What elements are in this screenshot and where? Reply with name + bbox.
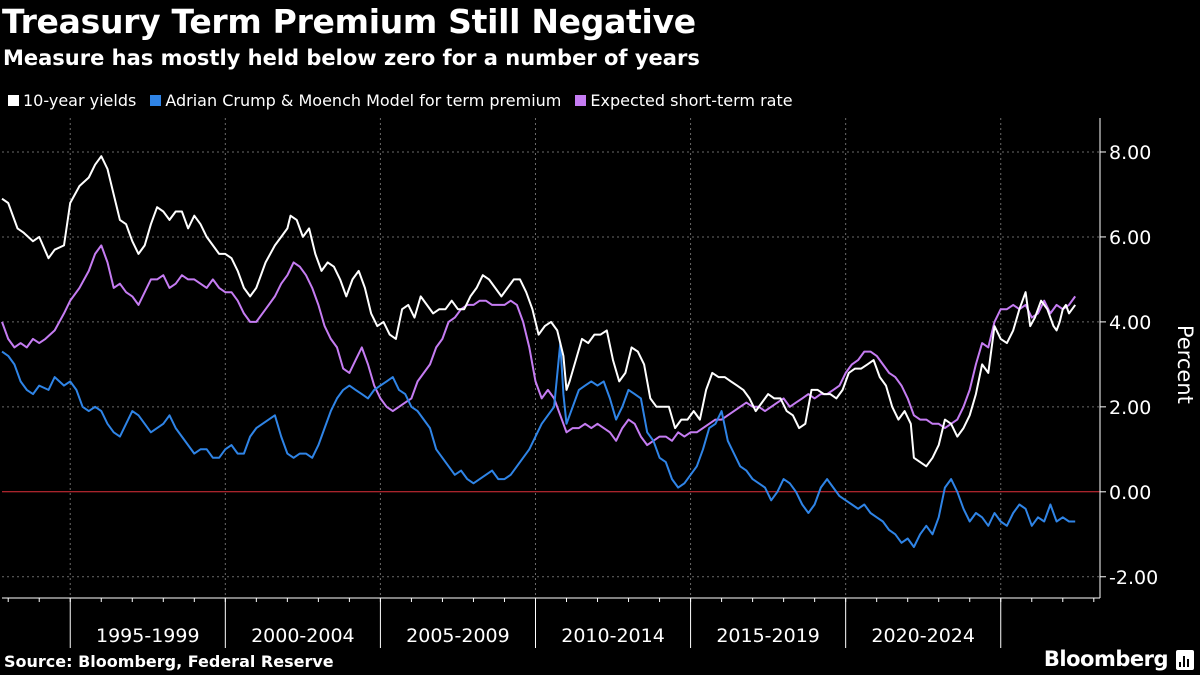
legend-swatch-10yr [8,95,19,106]
legend-item-term-premium: Adrian Crump & Moench Model for term pre… [150,91,561,110]
y-tick-label: 6.00 [1109,227,1151,249]
series-line-2 [1,244,1077,447]
legend-item-expected-rate: Expected short-term rate [575,91,793,110]
x-period-label: 1995-1999 [96,625,200,647]
chart-legend: 10-year yields Adrian Crump & Moench Mod… [8,91,807,110]
chart-title: Treasury Term Premium Still Negative [2,2,696,41]
legend-swatch-expected-rate [575,95,587,106]
chart-subtitle: Measure has mostly held below zero for a… [3,46,700,70]
y-tick-label: 8.00 [1109,142,1151,164]
bloomberg-logo: Bloomberg [1043,647,1169,671]
y-tick-label: 4.00 [1109,312,1151,334]
x-period-label: 2005-2009 [406,625,510,647]
legend-swatch-term-premium [150,95,162,106]
x-period-label: 2015-2019 [716,625,820,647]
series-line-0 [1,155,1077,468]
x-period-label: 2020-2024 [871,625,975,647]
legend-label-term-premium: Adrian Crump & Moench Model for term pre… [165,91,562,110]
y-tick-label: 2.00 [1109,397,1151,419]
y-tick-label: -2.00 [1109,567,1158,589]
source-note: Source: Bloomberg, Federal Reserve [4,652,334,671]
y-axis-title: Percent [1173,325,1197,404]
series-line-1 [1,342,1076,548]
legend-item-10yr: 10-year yields [8,91,136,110]
x-period-label: 2010-2014 [561,625,665,647]
legend-label-expected-rate: Expected short-term rate [590,91,793,110]
x-period-label: 2000-2004 [251,625,355,647]
bar-chart-icon [1176,650,1194,670]
legend-label-10yr: 10-year yields [23,91,137,110]
y-tick-label: 0.00 [1109,482,1151,504]
